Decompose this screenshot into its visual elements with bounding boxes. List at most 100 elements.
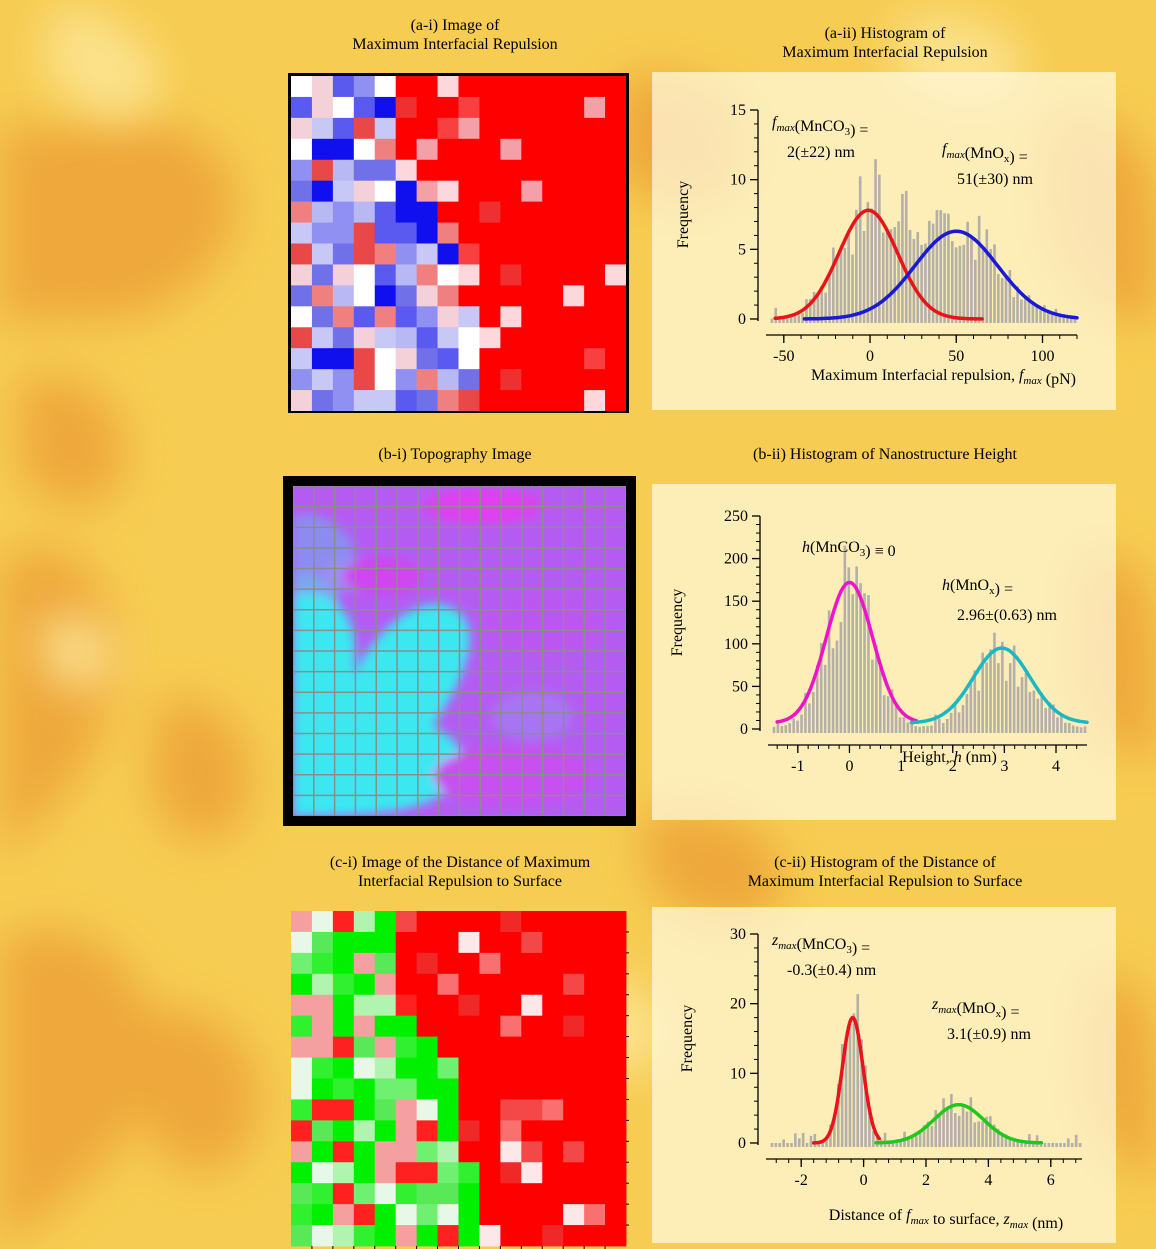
- map-pixel: [374, 1078, 397, 1100]
- map-pixel: [374, 348, 397, 370]
- chart-text: fmax(MnCO3) =: [772, 114, 868, 139]
- map-pixel: [311, 1036, 334, 1058]
- height-histogram: 0 50 100 150 200 250 Frequency -1 0 1 2 3 4 Height, h…: [669, 508, 1089, 775]
- map-pixel: [291, 1078, 313, 1100]
- x-tick-label: 100: [1031, 348, 1055, 365]
- x-tick-label: -50: [773, 348, 794, 365]
- map-pixel: [458, 1225, 480, 1247]
- histogram-bar: [868, 1112, 871, 1147]
- map-pixel: [521, 306, 543, 328]
- map-pixel: [605, 952, 627, 975]
- histogram-bar: [901, 193, 904, 323]
- map-pixel: [563, 306, 585, 328]
- map-pixel: [416, 1099, 438, 1121]
- map-pixel: [458, 1141, 480, 1163]
- map-pixel: [584, 96, 606, 119]
- histogram-bar: [844, 1039, 848, 1147]
- map-pixel: [521, 96, 543, 119]
- histogram-bar: [1073, 317, 1077, 323]
- map-pixel: [521, 327, 543, 349]
- map-pixel: [605, 306, 627, 328]
- histogram-bar: [1050, 312, 1054, 323]
- map-pixel: [311, 306, 334, 328]
- map-pixel: [500, 1036, 522, 1058]
- map-pixel: [500, 1225, 522, 1247]
- map-pixel: [332, 348, 355, 370]
- map-pixel: [605, 973, 627, 996]
- histogram-bar: [832, 247, 835, 323]
- map-pixel: [437, 180, 459, 203]
- map-pixel: [291, 1141, 313, 1163]
- histogram-bar: [816, 294, 820, 323]
- map-pixel: [542, 994, 564, 1017]
- histogram-bar: [793, 314, 797, 323]
- map-pixel: [374, 1183, 397, 1205]
- histogram-bar: [890, 689, 894, 733]
- map-pixel: [542, 1078, 564, 1100]
- map-pixel: [311, 264, 334, 286]
- histogram-bar: [922, 726, 925, 733]
- map-pixel: [563, 1183, 585, 1205]
- histogram-bar: [1020, 1141, 1023, 1147]
- gaussian-fit-line: [909, 646, 1089, 725]
- map-pixel: [395, 159, 418, 182]
- map-pixel: [521, 159, 543, 182]
- map-pixel: [542, 1162, 564, 1184]
- gaussian-fit-line: [802, 229, 1079, 321]
- histogram-bar: [985, 662, 988, 733]
- map-pixel: [458, 1120, 480, 1142]
- map-pixel: [416, 1162, 438, 1184]
- histogram-bar: [953, 702, 957, 733]
- map-pixel: [374, 1015, 397, 1038]
- map-pixel: [458, 1183, 480, 1205]
- map-pixel: [291, 201, 313, 223]
- histogram-bar: [1031, 302, 1035, 323]
- map-pixel: [291, 1183, 313, 1205]
- map-pixel: [542, 201, 564, 223]
- map-pixel: [395, 180, 418, 203]
- map-pixel: [479, 327, 501, 349]
- histogram-bar: [918, 1131, 922, 1147]
- gaussian-fit-line: [811, 1015, 881, 1145]
- map-pixel: [332, 952, 355, 975]
- histogram-bar: [922, 1125, 926, 1147]
- histogram-bar: [1008, 1139, 1012, 1147]
- map-pixel: [311, 1015, 334, 1038]
- map-pixel: [479, 1141, 501, 1163]
- map-pixel: [353, 348, 376, 370]
- histogram-bar: [1048, 702, 1051, 733]
- map-pixel: [374, 201, 397, 223]
- histogram-bar: [863, 593, 866, 733]
- map-pixel: [563, 1204, 585, 1226]
- map-pixel: [374, 1099, 397, 1121]
- map-pixel: [291, 117, 313, 140]
- map-pixel: [291, 931, 313, 954]
- histogram-bar: [893, 227, 897, 323]
- title-c-i: (c-i) Image of the Distance of Maximum I…: [275, 853, 645, 891]
- histogram-bar: [1070, 1142, 1074, 1147]
- map-pixel: [374, 327, 397, 349]
- map-pixel: [521, 348, 543, 370]
- map-pixel: [332, 390, 355, 412]
- map-pixel: [521, 1225, 543, 1247]
- map-pixel: [311, 138, 334, 161]
- distance-histogram: 0 10 20 30 Frequency -2 0 2 4 6 Distance of fmax t…: [679, 926, 1082, 1232]
- map-pixel: [353, 369, 376, 391]
- map-pixel: [479, 348, 501, 370]
- histogram-bar: [831, 648, 835, 733]
- map-pixel: [605, 348, 627, 370]
- map-pixel: [332, 1120, 355, 1142]
- map-pixel: [291, 1204, 313, 1226]
- histogram-bar: [778, 317, 781, 323]
- y-tick-label: 0: [740, 721, 748, 738]
- map-pixel: [521, 1183, 543, 1205]
- map-pixel: [479, 285, 501, 307]
- map-pixel: [605, 1183, 627, 1205]
- histogram-bar: [1016, 686, 1020, 733]
- map-pixel: [500, 390, 522, 412]
- histogram-bar: [981, 1121, 984, 1147]
- map-pixel: [311, 159, 334, 182]
- histogram-bar: [961, 704, 965, 733]
- histogram-bar: [1024, 673, 1028, 733]
- y-tick-label: 15: [730, 102, 746, 119]
